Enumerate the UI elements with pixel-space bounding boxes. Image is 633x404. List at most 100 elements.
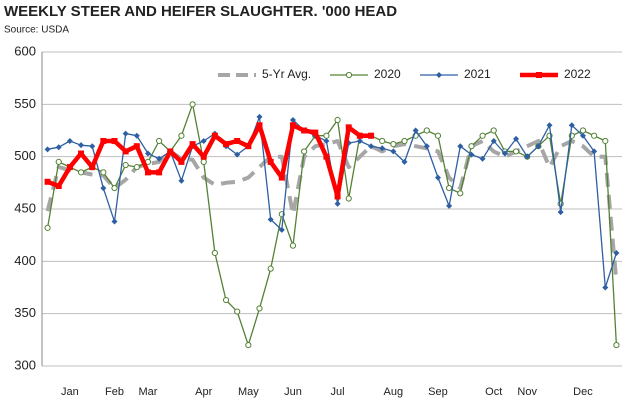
point [133, 143, 140, 150]
point [513, 135, 520, 142]
point [122, 130, 129, 137]
point [89, 143, 96, 150]
x-tick-label: May [238, 386, 259, 398]
point [579, 127, 587, 134]
x-tick-label: Jun [284, 386, 302, 398]
point [223, 141, 230, 148]
point [256, 122, 263, 129]
point [189, 141, 196, 148]
point [356, 137, 363, 144]
point [111, 137, 118, 144]
series-line [46, 103, 618, 346]
point [536, 72, 542, 78]
point [156, 169, 163, 176]
point [356, 132, 363, 139]
point [289, 117, 296, 124]
point [546, 122, 553, 129]
point [379, 145, 386, 152]
x-tick-label: Dec [573, 386, 593, 398]
point [412, 127, 419, 134]
point [222, 296, 230, 304]
point [278, 226, 285, 233]
point [334, 193, 341, 200]
point [602, 137, 609, 145]
point [323, 153, 330, 160]
chart-title: WEEKLY STEER AND HEIFER SLAUGHTER. '000 … [4, 3, 397, 20]
point [368, 143, 375, 150]
point [200, 153, 207, 160]
point [446, 184, 453, 192]
point [401, 158, 408, 165]
x-tick-label: Oct [485, 386, 502, 398]
point [301, 148, 308, 155]
point [78, 142, 85, 149]
point [100, 137, 107, 144]
point [490, 127, 497, 134]
point [78, 150, 85, 157]
point [44, 224, 51, 231]
point [579, 132, 586, 139]
legend-label: 2021 [464, 67, 491, 81]
point [345, 124, 352, 131]
point [334, 200, 341, 207]
x-tick-label: Jan [61, 386, 79, 398]
point [55, 158, 62, 165]
point [423, 127, 430, 134]
point [457, 190, 464, 197]
point [323, 132, 330, 139]
point [423, 143, 430, 150]
point [245, 143, 252, 150]
legend-label: 2020 [374, 67, 401, 81]
point [89, 164, 96, 171]
point [468, 151, 475, 158]
point [133, 132, 140, 139]
point [234, 137, 241, 144]
point [557, 209, 564, 216]
y-tick-label: 300 [14, 357, 36, 372]
point [434, 174, 441, 181]
point [211, 249, 218, 257]
x-tick-label: Sep [428, 386, 448, 398]
y-tick-label: 350 [14, 305, 36, 320]
legend-label: 5-Yr Avg. [262, 67, 311, 81]
point [446, 202, 453, 209]
point [100, 169, 107, 176]
series-line [45, 139, 619, 283]
x-tick-label: Jul [331, 386, 345, 398]
point [289, 122, 296, 129]
point [44, 146, 51, 153]
point [122, 148, 129, 155]
y-tick-label: 450 [14, 200, 36, 215]
point [100, 185, 107, 192]
point [368, 132, 375, 139]
point [289, 242, 297, 249]
point [133, 164, 140, 171]
y-tick-label: 500 [14, 148, 36, 163]
x-tick-label: Apr [195, 386, 212, 398]
y-tick-label: 550 [14, 96, 36, 111]
point [345, 195, 352, 202]
point [535, 143, 542, 150]
series-line [46, 123, 371, 199]
point [245, 341, 252, 349]
point [267, 158, 274, 165]
x-tick-label: Feb [105, 386, 124, 398]
point [334, 116, 341, 124]
point [44, 178, 51, 185]
point [501, 150, 508, 157]
point [111, 218, 118, 225]
x-tick-label: Aug [384, 386, 404, 398]
point [256, 305, 263, 312]
point [111, 184, 118, 192]
point [490, 137, 497, 144]
point [613, 249, 620, 256]
point [66, 164, 73, 171]
point [479, 155, 486, 162]
point [613, 341, 620, 349]
point [468, 143, 475, 150]
point [345, 71, 353, 79]
point [144, 150, 151, 157]
point [436, 72, 442, 78]
point [167, 148, 174, 155]
